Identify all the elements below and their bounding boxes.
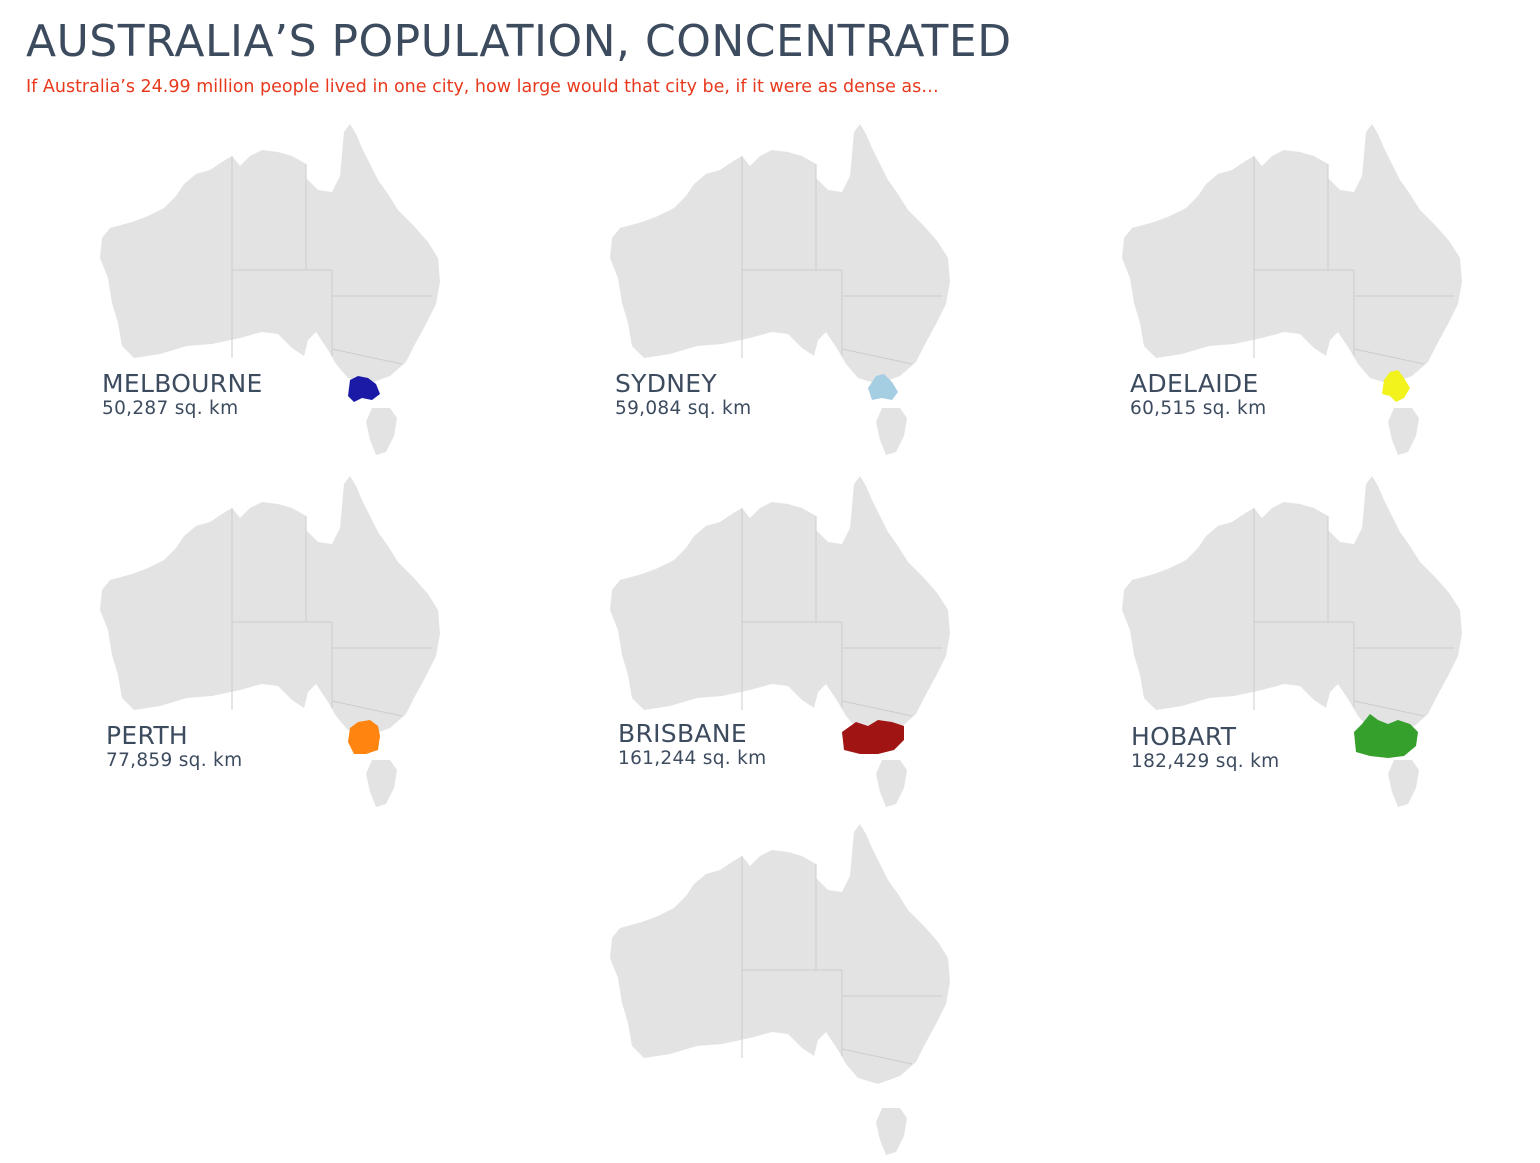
city-area: 77,859 sq. km [106, 750, 243, 771]
tasmania-shape [876, 760, 907, 807]
map-panel-5: BRISBANE 161,244 sq. km [602, 470, 962, 815]
city-label: MELBOURNE 50,287 sq. km [102, 370, 263, 420]
map-panel-7 [602, 818, 962, 1163]
mainland-shape [610, 824, 950, 1084]
state-border [1353, 348, 1425, 365]
tasmania-shape [876, 1108, 907, 1155]
city-name: ADELAIDE [1130, 369, 1259, 398]
city-label: SYDNEY 59,084 sq. km [615, 370, 751, 420]
mainland-shape [610, 476, 950, 736]
map-panel-1: MELBOURNE 50,287 sq. km [92, 118, 452, 463]
city-name: PERTH [106, 721, 188, 750]
city-name: MELBOURNE [102, 369, 263, 398]
mainland-shape [100, 476, 440, 736]
city-area: 50,287 sq. km [102, 398, 239, 419]
city-name: HOBART [1131, 722, 1237, 751]
state-border [331, 348, 403, 365]
state-border [841, 348, 913, 365]
mainland-shape [100, 124, 440, 384]
australia-map [100, 124, 440, 455]
city-name: SYDNEY [615, 369, 717, 398]
city-area: 161,244 sq. km [618, 748, 767, 769]
city-area-overlay [348, 376, 380, 402]
city-area: 60,515 sq. km [1130, 398, 1267, 419]
state-border [1353, 700, 1425, 717]
map-panel-6: HOBART 182,429 sq. km [1114, 470, 1474, 815]
australia-map [1122, 124, 1462, 455]
city-area-overlay [868, 374, 898, 400]
city-area-overlay [348, 720, 380, 754]
city-name: BRISBANE [618, 719, 747, 748]
city-area-overlay [842, 720, 904, 754]
australia-map [610, 824, 950, 1155]
city-label: BRISBANE 161,244 sq. km [618, 720, 766, 770]
city-label: PERTH 77,859 sq. km [106, 722, 242, 772]
city-area-overlay [1382, 370, 1410, 402]
mainland-shape [1122, 124, 1462, 384]
mainland-shape [610, 124, 950, 384]
tasmania-shape [876, 408, 907, 455]
state-border [331, 700, 403, 717]
tasmania-shape [1388, 408, 1419, 455]
australia-map [100, 476, 440, 807]
city-label: ADELAIDE 60,515 sq. km [1130, 370, 1266, 420]
map-panel-3: ADELAIDE 60,515 sq. km [1114, 118, 1474, 463]
city-label: HOBART 182,429 sq. km [1131, 723, 1279, 773]
mainland-shape [1122, 476, 1462, 736]
page-title: AUSTRALIA’S POPULATION, CONCENTRATED [26, 16, 1012, 67]
tasmania-shape [366, 408, 397, 455]
australia-map [610, 476, 950, 807]
city-area: 182,429 sq. km [1131, 751, 1280, 772]
city-area-overlay [1354, 714, 1418, 758]
tasmania-shape [1388, 760, 1419, 807]
state-border [841, 700, 913, 717]
page-subtitle: If Australia’s 24.99 million people live… [26, 77, 939, 97]
tasmania-shape [366, 760, 397, 807]
australia-map [610, 124, 950, 455]
map-panel-2: SYDNEY 59,084 sq. km [602, 118, 962, 463]
australia-map [1122, 476, 1462, 807]
map-panel-4: PERTH 77,859 sq. km [92, 470, 452, 815]
city-area: 59,084 sq. km [615, 398, 752, 419]
